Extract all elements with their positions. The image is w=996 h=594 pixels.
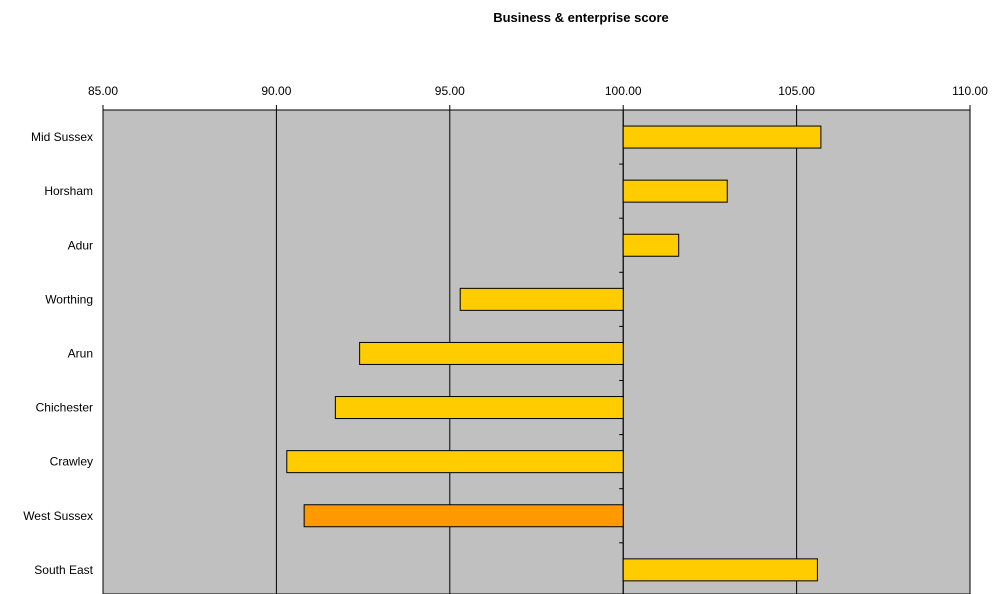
category-label: Adur: [68, 238, 93, 252]
bar-mid-sussex: [622, 125, 822, 149]
bars: [286, 125, 822, 582]
bar-south-east: [622, 558, 818, 582]
category-label: Arun: [68, 346, 93, 360]
chart-title: Business & enterprise score: [493, 10, 669, 25]
bar-worthing: [459, 287, 624, 311]
bar-crawley: [286, 450, 624, 474]
category-label: Chichester: [36, 401, 93, 415]
category-label: Horsham: [44, 184, 93, 198]
category-label: South East: [34, 563, 93, 577]
category-label: Worthing: [45, 292, 93, 306]
category-label: West Sussex: [23, 509, 93, 523]
bar-horsham: [622, 179, 728, 203]
bar-west-sussex: [303, 504, 624, 528]
x-tick-label: 85.00: [88, 84, 118, 98]
bar-arun: [359, 341, 624, 365]
x-tick-label: 105.00: [778, 84, 815, 98]
category-label: Crawley: [50, 455, 93, 469]
category-labels: Mid Sussex Horsham Adur Worthing Arun Chiches…: [23, 130, 93, 577]
x-tick-label: 90.00: [261, 84, 291, 98]
bar-adur: [622, 233, 680, 257]
x-tick-label: 110.00: [952, 84, 988, 98]
x-tick-label: 95.00: [435, 84, 465, 98]
x-tick-label: 100.00: [605, 84, 642, 98]
category-label: Mid Sussex: [31, 130, 93, 144]
bar-chichester: [334, 396, 624, 420]
x-axis-ticks: 85.00 90.00 95.00 100.00 105.00 110.00: [88, 84, 988, 110]
